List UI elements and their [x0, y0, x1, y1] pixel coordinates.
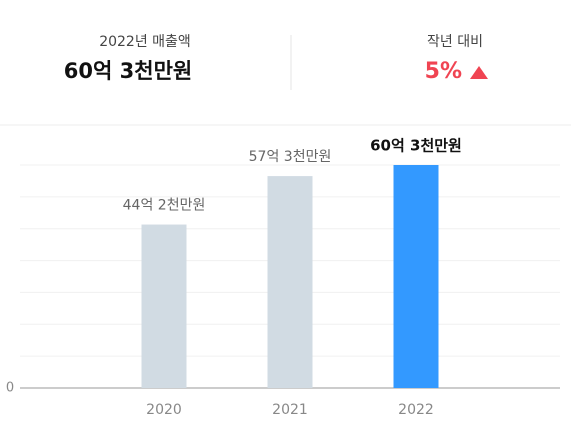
x-tick-label: 2022 — [398, 402, 434, 418]
sales-value: 60억 3천만원 — [64, 59, 192, 83]
plot: 0 44억 2천만원 2020 57억 3천만원 2021 60억 3천만원 2022 — [6, 137, 560, 418]
y-tick-label: 0 — [6, 381, 14, 396]
value-label: 57억 3천만원 — [249, 149, 332, 165]
value-label: 44억 2천만원 — [123, 198, 206, 214]
change-label: 작년 대비 — [427, 34, 483, 50]
bar — [267, 176, 313, 388]
bar — [141, 224, 187, 388]
up-icon — [470, 66, 488, 79]
bar — [393, 165, 439, 388]
x-tick-label: 2021 — [272, 402, 308, 418]
change-value: 5% — [425, 59, 462, 84]
sales-label: 2022년 매출액 — [99, 34, 191, 50]
value-label: 60억 3천만원 — [370, 137, 462, 155]
x-tick-label: 2020 — [146, 402, 182, 418]
